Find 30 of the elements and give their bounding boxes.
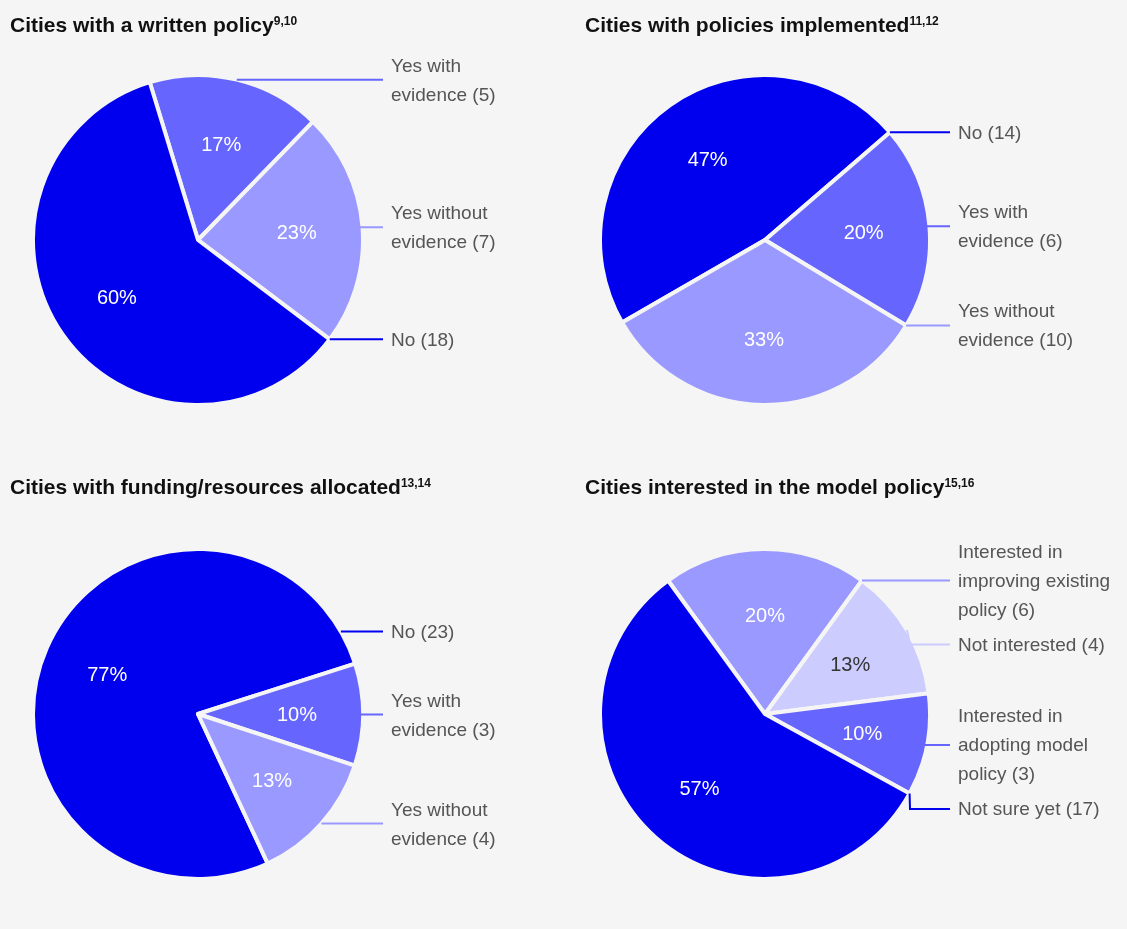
slice-label: Yes without evidence (7)	[391, 202, 496, 253]
slice-label: Interested in adopting model policy (3)	[958, 705, 1088, 785]
data-label: 13%	[830, 652, 871, 675]
slice-label: Yes without evidence (4)	[391, 798, 496, 849]
chart-title: Cities with a written policy$^{9,10}$	[10, 13, 298, 36]
data-label: 23%	[276, 221, 317, 244]
data-label: 10%	[842, 721, 883, 744]
chart-title: Cities interested in the model policy$^{15,16}$	[585, 475, 975, 498]
slice-label: No (14)	[958, 121, 1022, 143]
data-label: 60%	[96, 285, 138, 308]
data-label: 13%	[252, 768, 293, 791]
slice-label: No (23)	[391, 621, 455, 642]
data-label: 77%	[87, 663, 128, 686]
slice-label: Not sure yet (17)	[958, 798, 1100, 820]
data-label: 17%	[201, 132, 242, 155]
slice-label: Yes with evidence (6)	[958, 201, 1063, 252]
data-label: 20%	[744, 604, 786, 626]
data-label: 57%	[679, 777, 720, 800]
data-label: 10%	[276, 703, 318, 726]
data-label: 47%	[687, 148, 728, 171]
slice-label: Not interested (4)	[958, 634, 1105, 656]
chart-title: Cities with funding/resources allocated$^{13,14}$	[10, 475, 432, 498]
slice-label: Yes with evidence (5)	[391, 54, 496, 105]
slice-label: No (18)	[391, 328, 455, 350]
data-label: 33%	[743, 327, 785, 350]
chart-title: Cities with policies implemented$^{11,12}$	[585, 13, 940, 36]
slice-label: Yes with evidence (3)	[391, 689, 496, 740]
slice-label: Yes without evidence (10)	[958, 300, 1074, 351]
data-label: 20%	[843, 220, 884, 243]
slice-label: Interested in improving existing policy (6)	[958, 541, 1111, 621]
